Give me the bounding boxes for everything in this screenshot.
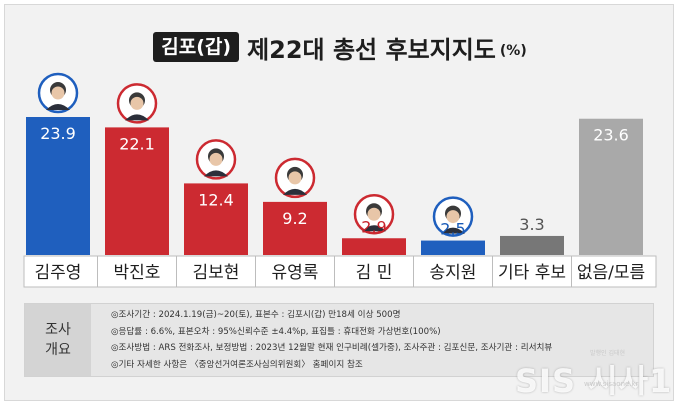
notes-header-line1: 조사 bbox=[45, 322, 71, 338]
bar bbox=[105, 127, 169, 255]
bar-chart: 23.9 22.1 12.4 9.2 2.9 2.5 3.3 23.6 김주영 박진호 김보현 유영… bbox=[23, 72, 657, 288]
watermark-publisher: 발행인 김태현 bbox=[590, 350, 626, 357]
bar-value-label: 23.9 bbox=[40, 124, 76, 143]
category-label: 유영록 bbox=[272, 263, 319, 283]
portrait-suit bbox=[125, 114, 149, 121]
notes-line: ◎응답률 : 6.6%, 표본오차 : 95%신뢰수준 ±4.4%p, 표집틀 … bbox=[111, 326, 441, 337]
notes-line: ◎기타 자세한 사항은 〈중앙선거여론조사심의위원회〉 홈페이지 참조 bbox=[111, 359, 363, 370]
notes-line: ◎조사방법 : ARS 전화조사, 보정방법 : 2023년 12월말 현재 인… bbox=[111, 343, 553, 353]
value-labels-layer: 23.9 22.1 12.4 9.2 2.9 2.5 3.3 23.6 bbox=[40, 124, 629, 239]
category-label: 김보현 bbox=[193, 263, 240, 283]
portrait-suit bbox=[46, 104, 70, 110]
bar-value-label: 9.2 bbox=[282, 209, 307, 228]
category-strip bbox=[23, 255, 657, 288]
bar-value-label: 3.3 bbox=[519, 215, 544, 234]
category-label: 기타 후보 bbox=[498, 263, 566, 283]
portrait-suit bbox=[362, 225, 386, 232]
portrait-face bbox=[51, 86, 65, 100]
category-label: 김 민 bbox=[356, 263, 393, 283]
survey-notes: 조사 개요 ◎조사기간 : 2024.1.19(금)~20(토), 표본수 : … bbox=[24, 303, 654, 377]
watermark-url: www.sisaone.kr bbox=[584, 380, 639, 388]
title-unit: (%) bbox=[499, 43, 527, 59]
watermark-logo: SIS 시사1 bbox=[515, 362, 673, 400]
bar bbox=[579, 118, 643, 256]
bars-layer bbox=[26, 117, 643, 256]
notes-header-line2: 개요 bbox=[45, 342, 71, 358]
bar bbox=[421, 240, 485, 255]
bar bbox=[26, 117, 90, 255]
category-labels-layer: 김주영 박진호 김보현 유영록 김 민 송지원 기타 후보 없음/모름 bbox=[23, 255, 657, 288]
category-label: 김주영 bbox=[35, 263, 82, 283]
notes-lines: ◎조사기간 : 2024.1.19(금)~20(토), 표본수 : 김포시(갑)… bbox=[111, 307, 651, 373]
bar-value-label: 2.9 bbox=[361, 217, 386, 236]
portrait-face bbox=[209, 152, 223, 166]
category-label: 없음/모름 bbox=[577, 263, 645, 283]
portrait-suit bbox=[283, 188, 307, 195]
bar bbox=[263, 201, 327, 255]
category-label: 박진호 bbox=[114, 263, 161, 283]
title-main: 제22대 총선 후보지지도 bbox=[247, 35, 496, 64]
bar-value-label: 22.1 bbox=[119, 134, 155, 153]
bar bbox=[184, 183, 248, 255]
portrait-face bbox=[446, 210, 460, 224]
chart-title: 김포(갑) 제22대 총선 후보지지도 (%) bbox=[0, 30, 680, 64]
bar bbox=[500, 235, 564, 255]
portrait-face bbox=[367, 207, 381, 221]
bar-value-label: 12.4 bbox=[198, 190, 234, 209]
bar-value-label: 2.5 bbox=[440, 220, 465, 239]
portrait-suit bbox=[204, 170, 228, 177]
portrait-face bbox=[130, 96, 144, 110]
notes-header: 조사 개요 bbox=[25, 304, 91, 376]
bar bbox=[342, 238, 406, 255]
bar-value-label: 23.6 bbox=[593, 126, 629, 145]
notes-line: ◎조사기간 : 2024.1.19(금)~20(토), 표본수 : 김포시(갑)… bbox=[111, 310, 401, 320]
district-tag: 김포(갑) bbox=[153, 32, 240, 62]
portrait-suit bbox=[441, 227, 465, 234]
category-label: 송지원 bbox=[430, 263, 477, 283]
portrait-face bbox=[288, 171, 302, 185]
portraits-layer bbox=[37, 72, 474, 237]
